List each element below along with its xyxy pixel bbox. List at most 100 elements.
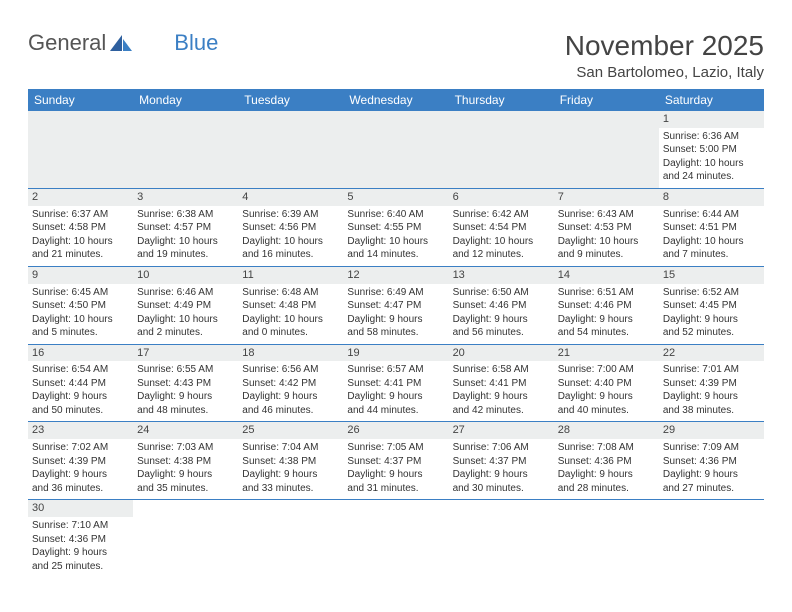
day-cell-26: 26 Sunrise: 7:05 AMSunset: 4:37 PMDayligh… [343,422,448,500]
day-cell-3: 3 Sunrise: 6:38 AMSunset: 4:57 PMDaylight… [133,188,238,266]
calendar-week-row: 2 Sunrise: 6:37 AMSunset: 4:58 PMDaylight… [28,188,764,266]
day-number: 26 [343,422,448,439]
day-info: Sunrise: 6:52 AMSunset: 4:45 PMDaylight:… [663,286,760,340]
day-cell-16: 16Sunrise: 6:54 AMSunset: 4:44 PMDayligh… [28,344,133,422]
day-header-friday: Friday [554,89,659,111]
day-info: Sunrise: 6:46 AMSunset: 4:49 PMDaylight:… [137,286,234,340]
day-info: Sunrise: 6:38 AMSunset: 4:57 PMDaylight:… [137,208,234,262]
day-cell-21: 21Sunrise: 7:00 AMSunset: 4:40 PMDayligh… [554,344,659,422]
day-cell-9: 9 Sunrise: 6:45 AMSunset: 4:50 PMDaylight… [28,266,133,344]
day-cell-13: 13 Sunrise: 6:50 AMSunset: 4:46 PMDayligh… [449,266,554,344]
calendar-week-row: 9 Sunrise: 6:45 AMSunset: 4:50 PMDaylight… [28,266,764,344]
day-info: Sunrise: 7:04 AMSunset: 4:38 PMDaylight:… [242,441,339,495]
day-info: Sunrise: 6:36 AMSunset: 5:00 PMDaylight:… [663,130,760,184]
day-cell-12: 12Sunrise: 6:49 AMSunset: 4:47 PMDayligh… [343,266,448,344]
day-info: Sunrise: 6:55 AMSunset: 4:43 PMDaylight:… [137,363,234,417]
day-number: 4 [238,189,343,206]
day-number: 5 [343,189,448,206]
day-info: Sunrise: 6:51 AMSunset: 4:46 PMDaylight:… [558,286,655,340]
day-info: Sunrise: 6:40 AMSunset: 4:55 PMDaylight:… [347,208,444,262]
day-cell-25: 25Sunrise: 7:04 AMSunset: 4:38 PMDayligh… [238,422,343,500]
day-number: 19 [343,345,448,362]
day-header-monday: Monday [133,89,238,111]
day-number: 18 [238,345,343,362]
day-info: Sunrise: 6:56 AMSunset: 4:42 PMDaylight:… [242,363,339,417]
calendar-week-row: 23 Sunrise: 7:02 AMSunset: 4:39 PMDayligh… [28,422,764,500]
empty-cell [659,500,764,577]
day-number: 8 [659,189,764,206]
day-number: 12 [343,267,448,284]
day-cell-2: 2 Sunrise: 6:37 AMSunset: 4:58 PMDaylight… [28,188,133,266]
day-info: Sunrise: 7:02 AMSunset: 4:39 PMDaylight:… [32,441,129,495]
day-number: 2 [28,189,133,206]
day-number: 27 [449,422,554,439]
day-number: 1 [659,111,764,128]
day-info: Sunrise: 6:50 AMSunset: 4:46 PMDaylight:… [453,286,550,340]
empty-cell [238,500,343,577]
day-cell-20: 20Sunrise: 6:58 AMSunset: 4:41 PMDayligh… [449,344,554,422]
day-cell-11: 11Sunrise: 6:48 AMSunset: 4:48 PMDayligh… [238,266,343,344]
logo-sail-icon [108,33,136,53]
day-cell-19: 19Sunrise: 6:57 AMSunset: 4:41 PMDayligh… [343,344,448,422]
logo: General Blue [28,30,218,56]
day-cell-24: 24Sunrise: 7:03 AMSunset: 4:38 PMDayligh… [133,422,238,500]
day-number: 6 [449,189,554,206]
day-number: 16 [28,345,133,362]
empty-cell [133,111,238,188]
day-info: Sunrise: 6:42 AMSunset: 4:54 PMDaylight:… [453,208,550,262]
day-number: 9 [28,267,133,284]
day-number: 17 [133,345,238,362]
day-cell-15: 15 Sunrise: 6:52 AMSunset: 4:45 PMDayligh… [659,266,764,344]
calendar-body: 1 Sunrise: 6:36 AMSunset: 5:00 PMDaylight… [28,111,764,577]
day-cell-6: 6 Sunrise: 6:42 AMSunset: 4:54 PMDaylight… [449,188,554,266]
day-number: 7 [554,189,659,206]
day-cell-10: 10 Sunrise: 6:46 AMSunset: 4:49 PMDayligh… [133,266,238,344]
day-info: Sunrise: 7:05 AMSunset: 4:37 PMDaylight:… [347,441,444,495]
day-info: Sunrise: 6:37 AMSunset: 4:58 PMDaylight:… [32,208,129,262]
day-header-saturday: Saturday [659,89,764,111]
day-info: Sunrise: 7:06 AMSunset: 4:37 PMDaylight:… [453,441,550,495]
calendar-week-row: 30Sunrise: 7:10 AMSunset: 4:36 PMDayligh… [28,500,764,577]
page-header: General Blue November 2025 San Bartolomeo… [28,30,764,81]
title-block: November 2025 San Bartolomeo, Lazio, Ita… [565,30,764,81]
day-number: 3 [133,189,238,206]
day-number: 10 [133,267,238,284]
day-cell-7: 7Sunrise: 6:43 AMSunset: 4:53 PMDaylight… [554,188,659,266]
day-info: Sunrise: 6:44 AMSunset: 4:51 PMDaylight:… [663,208,760,262]
day-number: 20 [449,345,554,362]
empty-cell [554,111,659,188]
day-info: Sunrise: 7:00 AMSunset: 4:40 PMDaylight:… [558,363,655,417]
day-info: Sunrise: 6:54 AMSunset: 4:44 PMDaylight:… [32,363,129,417]
day-info: Sunrise: 7:09 AMSunset: 4:36 PMDaylight:… [663,441,760,495]
logo-text-general: General [28,30,106,56]
day-cell-18: 18Sunrise: 6:56 AMSunset: 4:42 PMDayligh… [238,344,343,422]
day-cell-30: 30Sunrise: 7:10 AMSunset: 4:36 PMDayligh… [28,500,133,577]
day-header-tuesday: Tuesday [238,89,343,111]
month-title: November 2025 [565,30,764,62]
empty-cell [343,500,448,577]
day-number: 23 [28,422,133,439]
location-label: San Bartolomeo, Lazio, Italy [565,64,764,81]
day-number: 21 [554,345,659,362]
day-number: 13 [449,267,554,284]
day-info: Sunrise: 6:57 AMSunset: 4:41 PMDaylight:… [347,363,444,417]
day-number: 15 [659,267,764,284]
empty-cell [554,500,659,577]
day-number: 11 [238,267,343,284]
day-cell-27: 27 Sunrise: 7:06 AMSunset: 4:37 PMDayligh… [449,422,554,500]
empty-cell [343,111,448,188]
empty-cell [133,500,238,577]
day-info: Sunrise: 6:45 AMSunset: 4:50 PMDaylight:… [32,286,129,340]
day-header-row: SundayMondayTuesdayWednesdayThursdayFrid… [28,89,764,111]
day-cell-1: 1 Sunrise: 6:36 AMSunset: 5:00 PMDaylight… [659,111,764,188]
logo-text-blue: Blue [174,30,218,56]
day-cell-28: 28Sunrise: 7:08 AMSunset: 4:36 PMDayligh… [554,422,659,500]
day-cell-4: 4Sunrise: 6:39 AMSunset: 4:56 PMDaylight… [238,188,343,266]
day-number: 14 [554,267,659,284]
day-header-wednesday: Wednesday [343,89,448,111]
day-cell-23: 23 Sunrise: 7:02 AMSunset: 4:39 PMDayligh… [28,422,133,500]
day-cell-8: 8 Sunrise: 6:44 AMSunset: 4:51 PMDaylight… [659,188,764,266]
calendar-table: SundayMondayTuesdayWednesdayThursdayFrid… [28,89,764,577]
day-info: Sunrise: 7:10 AMSunset: 4:36 PMDaylight:… [32,519,129,573]
empty-cell [449,500,554,577]
